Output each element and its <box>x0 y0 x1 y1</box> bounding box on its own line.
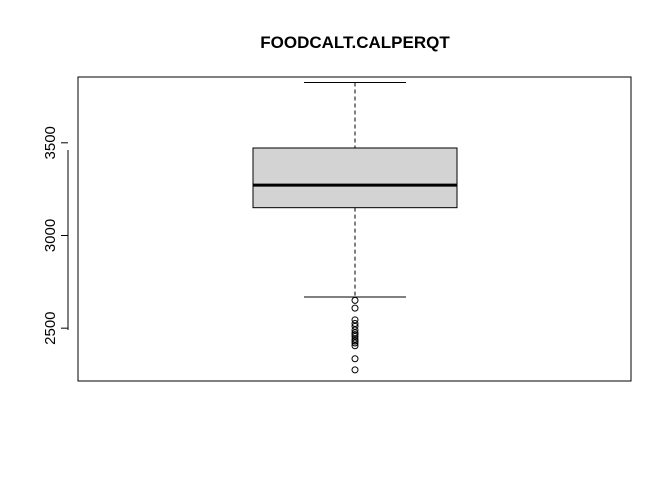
outlier-point <box>351 337 359 345</box>
plot-frame <box>77 76 632 382</box>
outlier-point <box>351 342 359 350</box>
iqr-box <box>252 147 458 209</box>
outlier-points <box>351 296 359 374</box>
outlier-point <box>351 355 359 363</box>
y-tick-label: 3000 <box>42 219 59 252</box>
box-series <box>252 82 458 298</box>
outlier-point <box>351 296 359 304</box>
y-tick-label: 3500 <box>42 126 59 159</box>
outlier-point <box>351 339 359 347</box>
chart-title: FOODCALT.CALPERQT <box>260 33 450 52</box>
outlier-point <box>351 366 359 374</box>
y-axis-ticks: 2500 3000 3500 <box>42 126 68 345</box>
y-tick-label: 2500 <box>42 311 59 344</box>
outlier-point <box>351 304 359 312</box>
